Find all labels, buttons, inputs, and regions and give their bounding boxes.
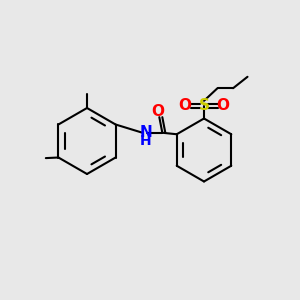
Text: N: N — [140, 125, 152, 140]
Text: O: O — [151, 104, 164, 119]
Text: S: S — [199, 98, 209, 113]
Text: O: O — [217, 98, 230, 113]
Text: H: H — [140, 134, 152, 148]
Text: O: O — [178, 98, 191, 113]
